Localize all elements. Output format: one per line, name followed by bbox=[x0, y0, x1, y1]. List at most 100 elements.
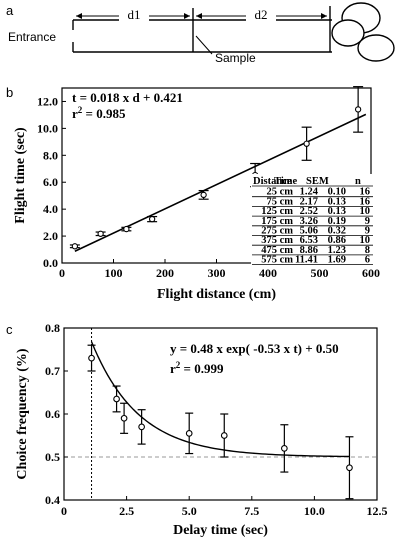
panel-c-r2-exponent: 2 bbox=[176, 360, 181, 370]
panel-b-data-point bbox=[71, 243, 79, 250]
panel-b-y-axis-label: Flight time (sec) bbox=[13, 127, 28, 224]
panel-b-table-cell: 1.24 bbox=[300, 187, 319, 198]
panel-b-table-cell: 0.19 bbox=[328, 216, 346, 227]
panel-c-y-axis-label: Choice frequency (%) bbox=[15, 348, 30, 479]
chamber-middle-circle bbox=[331, 19, 365, 47]
panel-b-y-tick-label: 12.0 bbox=[37, 94, 58, 108]
panel-b-letter: b bbox=[6, 85, 13, 100]
panel-b-table-header: n bbox=[355, 176, 361, 187]
chamber-bottom-circle bbox=[357, 34, 395, 62]
panel-c-data-point bbox=[88, 354, 95, 362]
panel-b-table-cell: 0.13 bbox=[328, 206, 346, 217]
d2-label: d2 bbox=[255, 7, 268, 22]
panel-b-table-cell: 6 bbox=[365, 255, 370, 266]
panel-b-x-tick-label: 600 bbox=[362, 266, 380, 280]
panel-c-x-axis-label: Delay time (sec) bbox=[173, 523, 268, 538]
d1-arrow-left-icon bbox=[76, 13, 82, 19]
panel-b-table-cell: 0.32 bbox=[328, 226, 346, 237]
d2-arrow-left-icon bbox=[196, 13, 202, 19]
panel-b-data-point bbox=[354, 106, 362, 113]
panel-b-table-cell: 75 cm bbox=[266, 196, 293, 207]
panel-c-x-tick-label: 2.5 bbox=[119, 504, 134, 518]
panel-c-data-point bbox=[281, 445, 288, 452]
panel-b-x-tick-label: 500 bbox=[311, 266, 329, 280]
panel-b-y-tick-label: 0.0 bbox=[43, 256, 58, 270]
panel-b-table-cell: 0.86 bbox=[328, 235, 346, 246]
panel-b-table-cell: 575 cm bbox=[261, 255, 293, 266]
panel-c-x-tick-label: 12.5 bbox=[367, 504, 388, 518]
panel-b-equation: t = 0.018 x d + 0.421 bbox=[72, 90, 183, 105]
panel-a-letter: a bbox=[6, 3, 14, 18]
panel-a: a d1 d2 Entrance Sample bbox=[6, 2, 395, 65]
panel-b-data-point bbox=[123, 225, 130, 233]
panel-b-table-cell: 10 bbox=[360, 235, 371, 246]
panel-b-table-cell: 8 bbox=[365, 245, 370, 256]
panel-b-table-cell: 1.69 bbox=[328, 255, 346, 266]
panel-c-y-tick-label: 0.5 bbox=[45, 450, 60, 464]
panel-b-table-cell: 275 cm bbox=[261, 226, 293, 237]
panel-b-table-cell: 2.17 bbox=[300, 196, 318, 207]
panel-b-table-cell: 0.10 bbox=[328, 187, 346, 198]
panel-b-r2-exponent: 2 bbox=[78, 105, 83, 115]
d2-label-bg bbox=[246, 8, 276, 22]
panel-b-data-point bbox=[303, 140, 310, 147]
panel-b-x-tick-label: 200 bbox=[156, 266, 174, 280]
panel-c-data-point bbox=[138, 423, 145, 431]
panel-c-data-point bbox=[220, 432, 228, 439]
panel-b-table-cell: 3.26 bbox=[300, 216, 318, 227]
panel-c-x-tick-label: 5.0 bbox=[182, 504, 197, 518]
panel-c-y-tick-label: 0.8 bbox=[45, 321, 60, 335]
d1-label-bg bbox=[119, 8, 149, 22]
panel-b-table-cell: 0.13 bbox=[328, 196, 346, 207]
panel-b-table-cell: 16 bbox=[360, 187, 371, 198]
panel-b-x-tick-label: 400 bbox=[259, 266, 277, 280]
panel-b-table-cell: 475 cm bbox=[261, 245, 293, 256]
panel-c-data-point bbox=[185, 430, 193, 437]
panel-c-fit-curve bbox=[90, 341, 350, 458]
panel-b-table-cell: 9 bbox=[365, 226, 370, 237]
panel-b-table-cell: 25 cm bbox=[266, 187, 293, 198]
panel-b-y-tick-label: 4.0 bbox=[43, 202, 58, 216]
panel-b-y-tick-label: 6.0 bbox=[43, 175, 58, 189]
panel-c-plot: 0 2.5 5.0 7.5 10.0 12.5 0.4 0.5 0.6 0.7 0.8 bbox=[45, 321, 388, 518]
entrance-label: Entrance bbox=[8, 30, 56, 44]
panel-b-table-cell: 175 cm bbox=[261, 216, 293, 227]
panel-b-y-tick-label: 10.0 bbox=[37, 121, 58, 135]
panel-c-data-point bbox=[346, 464, 353, 472]
panel-b-table-cell: 1.23 bbox=[328, 245, 346, 256]
panel-c-x-tick-label: 0 bbox=[61, 504, 67, 518]
panel-b-table-header: Time bbox=[274, 176, 297, 187]
panel-c-x-tick-label: 10.0 bbox=[304, 504, 325, 518]
panel-b-r2-symbol: r bbox=[72, 106, 78, 121]
panel-b: b 0 100 200 300 400 500 600 0.0 2.0 4.0 6.0 8.0 10.0… bbox=[6, 85, 380, 302]
panel-b-data-point bbox=[148, 215, 156, 223]
panel-b-y-tick-label: 8.0 bbox=[43, 148, 58, 162]
panel-c-letter: c bbox=[6, 322, 13, 337]
d1-label: d1 bbox=[128, 7, 141, 22]
d2-arrow-right-icon bbox=[321, 13, 327, 19]
sample-label: Sample bbox=[215, 51, 256, 65]
panel-c-y-tick-label: 0.7 bbox=[45, 364, 60, 378]
panel-b-table-cell: 10 bbox=[360, 206, 371, 217]
panel-b-table-cell: 9 bbox=[365, 216, 370, 227]
panel-c-x-tick-label: 7.5 bbox=[244, 504, 259, 518]
panel-b-plot: 0 100 200 300 400 500 600 0.0 2.0 4.0 6.0 8.0 10.0 12… bbox=[37, 86, 380, 280]
panel-b-r-squared: r2 = 0.985 bbox=[72, 105, 126, 121]
panel-b-table-header: SEM bbox=[306, 176, 329, 187]
panel-b-data-point bbox=[97, 230, 104, 237]
panel-b-table-cell: 5.06 bbox=[300, 226, 318, 237]
panel-b-table-cell: 8.86 bbox=[300, 245, 318, 256]
panel-b-table-cell: 375 cm bbox=[261, 235, 293, 246]
panel-c-y-tick-label: 0.4 bbox=[45, 493, 60, 507]
panel-b-data-point bbox=[200, 191, 207, 199]
panel-b-table-cell: 6.53 bbox=[300, 235, 318, 246]
panel-b-r2-value: = 0.985 bbox=[82, 106, 126, 121]
panel-c-equation: y = 0.48 x exp( -0.53 x t) + 0.50 bbox=[170, 341, 339, 356]
sample-pointer bbox=[195, 35, 213, 55]
panel-b-table-cell: 125 cm bbox=[261, 206, 293, 217]
panel-b-x-axis-label: Flight distance (cm) bbox=[157, 287, 276, 302]
panel-c-r2-symbol: r bbox=[170, 361, 176, 376]
panel-b-x-tick-label: 0 bbox=[59, 266, 65, 280]
